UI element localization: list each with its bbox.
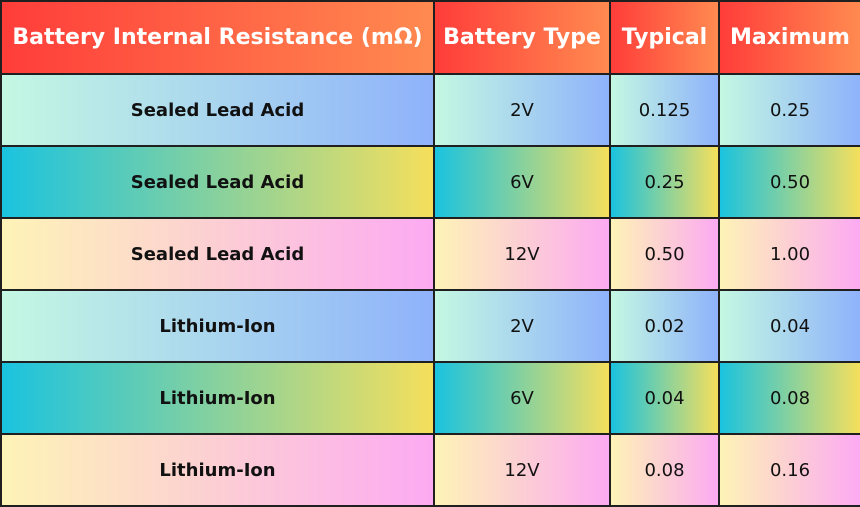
header-battery-internal-resistance: Battery Internal Resistance (mΩ) [0, 0, 435, 75]
battery-chemistry-cell: Sealed Lead Acid [0, 145, 435, 219]
maximum-value-cell: 0.25 [718, 73, 860, 147]
battery-type-cell: 2V [433, 73, 611, 147]
typical-value-cell: 0.02 [609, 289, 720, 363]
table-row: Lithium-Ion 2V 0.02 0.04 [0, 289, 860, 363]
typical-value-cell: 0.125 [609, 73, 720, 147]
battery-type-cell: 12V [433, 217, 611, 291]
maximum-value-cell: 0.04 [718, 289, 860, 363]
typical-value-cell: 0.50 [609, 217, 720, 291]
table-row: Lithium-Ion 6V 0.04 0.08 [0, 361, 860, 435]
battery-chemistry-cell: Sealed Lead Acid [0, 73, 435, 147]
battery-chemistry-cell: Sealed Lead Acid [0, 217, 435, 291]
header-battery-type: Battery Type [433, 0, 611, 75]
header-row: Battery Internal Resistance (mΩ) Battery… [0, 0, 860, 75]
battery-chemistry-cell: Lithium-Ion [0, 433, 435, 507]
header-maximum: Maximum [718, 0, 860, 75]
battery-type-cell: 6V [433, 145, 611, 219]
battery-chemistry-cell: Lithium-Ion [0, 289, 435, 363]
typical-value-cell: 0.04 [609, 361, 720, 435]
maximum-value-cell: 0.08 [718, 361, 860, 435]
battery-type-cell: 12V [433, 433, 611, 507]
table-row: Sealed Lead Acid 12V 0.50 1.00 [0, 217, 860, 291]
battery-type-cell: 6V [433, 361, 611, 435]
maximum-value-cell: 1.00 [718, 217, 860, 291]
battery-type-cell: 2V [433, 289, 611, 363]
battery-chemistry-cell: Lithium-Ion [0, 361, 435, 435]
maximum-value-cell: 0.50 [718, 145, 860, 219]
typical-value-cell: 0.25 [609, 145, 720, 219]
table-row: Sealed Lead Acid 6V 0.25 0.50 [0, 145, 860, 219]
table-row: Sealed Lead Acid 2V 0.125 0.25 [0, 73, 860, 147]
table-row: Lithium-Ion 12V 0.08 0.16 [0, 433, 860, 507]
maximum-value-cell: 0.16 [718, 433, 860, 507]
typical-value-cell: 0.08 [609, 433, 720, 507]
header-typical: Typical [609, 0, 720, 75]
